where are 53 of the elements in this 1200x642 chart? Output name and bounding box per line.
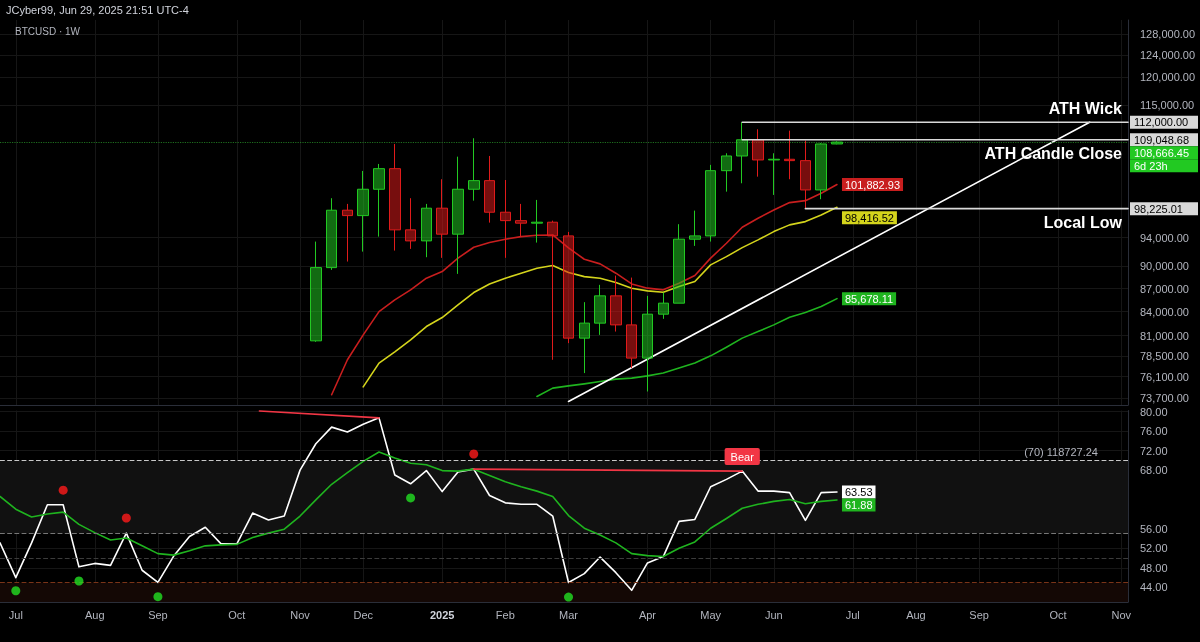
ref-line-label: (70) 118727.24 [1024,445,1098,458]
x-tick-label: Aug [906,608,926,621]
y-tick-label: 76.00 [1140,425,1168,438]
y-tick-label: 48.00 [1140,561,1168,574]
data-label: 98,225.01 [1134,202,1183,215]
y-tick-label: 52.00 [1140,542,1168,555]
y-tick-label: 72.00 [1140,444,1168,457]
x-tick-label: Sep [148,608,168,621]
y-tick-label: 87,000.00 [1140,282,1189,295]
x-tick-label: Oct [1049,608,1067,621]
x-tick-label: 2025 [429,608,455,621]
data-label: 85,678.11 [844,292,894,305]
data-label: 101,882.93 [844,178,901,191]
data-label: 112,000.00 [1134,116,1189,129]
data-label: 109,048.68 [1134,133,1190,146]
series-label: ATH Wick [1048,99,1123,117]
y-tick-label: 120,000.00 [1140,70,1196,83]
y-tick-label: 73,700.00 [1140,391,1189,404]
y-tick-label: 128,000.00 [1140,28,1196,41]
y-tick-label: 115,000.00 [1140,98,1195,111]
x-tick-label: Sep [969,608,989,621]
series-label: Local Low [1043,214,1123,232]
x-tick-label: Aug [84,608,105,621]
x-tick-label: Jun [764,608,783,621]
y-tick-label: 44.00 [1140,581,1168,594]
data-label: 98,416.52 [844,211,894,224]
text: BTCUSD · 1W [15,25,81,37]
text: 108,666.45 [1134,146,1190,159]
x-tick-label: Jul [845,608,860,621]
y-tick-label: 76,100.00 [1140,370,1189,383]
y-tick-label: 94,000.00 [1140,231,1189,244]
x-tick-label: Jul [8,608,23,621]
y-tick-label: 81,000.00 [1140,329,1189,342]
y-tick-label: 80.00 [1140,405,1168,418]
x-tick-label: Nov [290,608,311,621]
y-tick-label: 68.00 [1140,464,1168,477]
y-tick-label: 78,500.00 [1140,350,1189,363]
x-tick-label: Mar [559,608,579,621]
x-tick-label: Nov [1111,608,1132,621]
x-tick-label: May [700,608,722,621]
text: JCyber99, Jun 29, 2025 21:51 UTC-4 [6,3,189,16]
x-tick-label: Apr [638,608,657,621]
annotation: Bear [730,450,755,463]
data-label: 61.88 [844,498,873,511]
y-tick-label: 84,000.00 [1140,305,1189,318]
x-tick-label: Dec [353,608,374,621]
x-tick-label: Oct [228,608,246,621]
y-tick-label: 124,000.00 [1140,49,1196,62]
data-label: 63.53 [844,485,873,498]
x-tick-label: Feb [495,608,515,621]
text: 6d 23h [1134,159,1168,172]
y-tick-label: 90,000.00 [1140,260,1189,273]
y-tick-label: 56.00 [1140,522,1168,535]
